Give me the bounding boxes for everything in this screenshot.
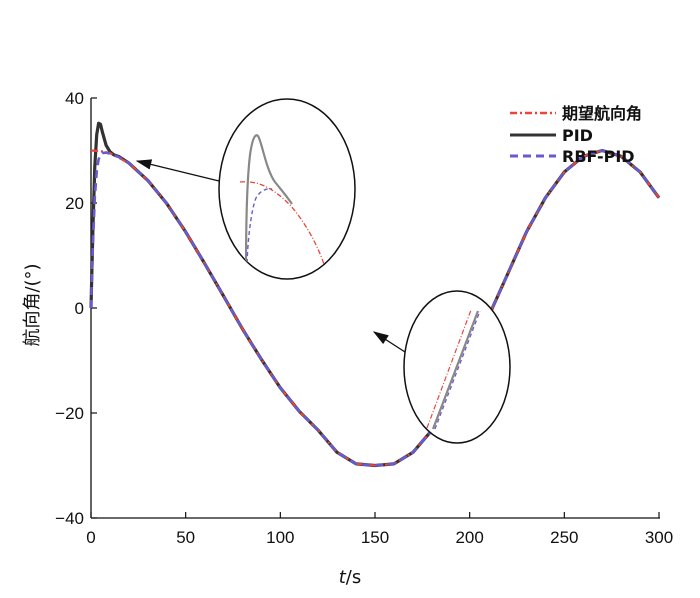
series-line-solid — [89, 121, 661, 468]
inset-zoom-crossing — [403, 290, 511, 444]
y-axis-label: 航向角/(°) — [22, 263, 43, 346]
x-tick-label: 100 — [266, 528, 294, 547]
x-tick-label: 250 — [550, 528, 578, 547]
series-line-dash — [89, 149, 661, 467]
y-tick-label: 20 — [65, 194, 84, 213]
series-layer — [89, 121, 661, 468]
inset1-pid-line — [244, 134, 293, 271]
x-tick-label: 300 — [645, 528, 673, 547]
inset1-arrow — [135, 159, 220, 182]
legend-label-pid: PID — [562, 126, 593, 145]
x-tick-label: 50 — [176, 528, 195, 547]
x-tick-label: 0 — [86, 528, 95, 547]
inset1-rbf-line — [246, 188, 273, 271]
inset2-pid-line — [431, 310, 480, 430]
inset-ellipse-overshoot — [218, 98, 356, 280]
x-axis-label: t/s — [339, 567, 362, 588]
inset2-arrow — [372, 331, 406, 353]
x-tick-label: 200 — [455, 528, 483, 547]
legend-label-desired: 期望航向角 — [562, 104, 642, 123]
legend-label-rbf: RBF-PID — [562, 147, 635, 166]
y-tick-label: −40 — [55, 509, 84, 528]
y-tick-label: −20 — [55, 404, 84, 423]
legend: 期望航向角 PID RBF-PID — [510, 104, 642, 166]
inset-zoom-overshoot — [218, 98, 356, 280]
series-line-dash-dot — [90, 149, 660, 467]
y-tick-label: 40 — [65, 89, 84, 108]
inset2-desired-line — [426, 309, 472, 429]
inset2-rbf-line — [434, 310, 481, 430]
y-tick-label: 0 — [75, 299, 84, 318]
inset1-desired-line — [239, 181, 327, 271]
y-ticks: 40 20 0 −20 −40 — [55, 89, 97, 528]
x-ticks: 0 50 100 150 200 250 300 — [86, 512, 673, 547]
x-tick-label: 150 — [361, 528, 389, 547]
